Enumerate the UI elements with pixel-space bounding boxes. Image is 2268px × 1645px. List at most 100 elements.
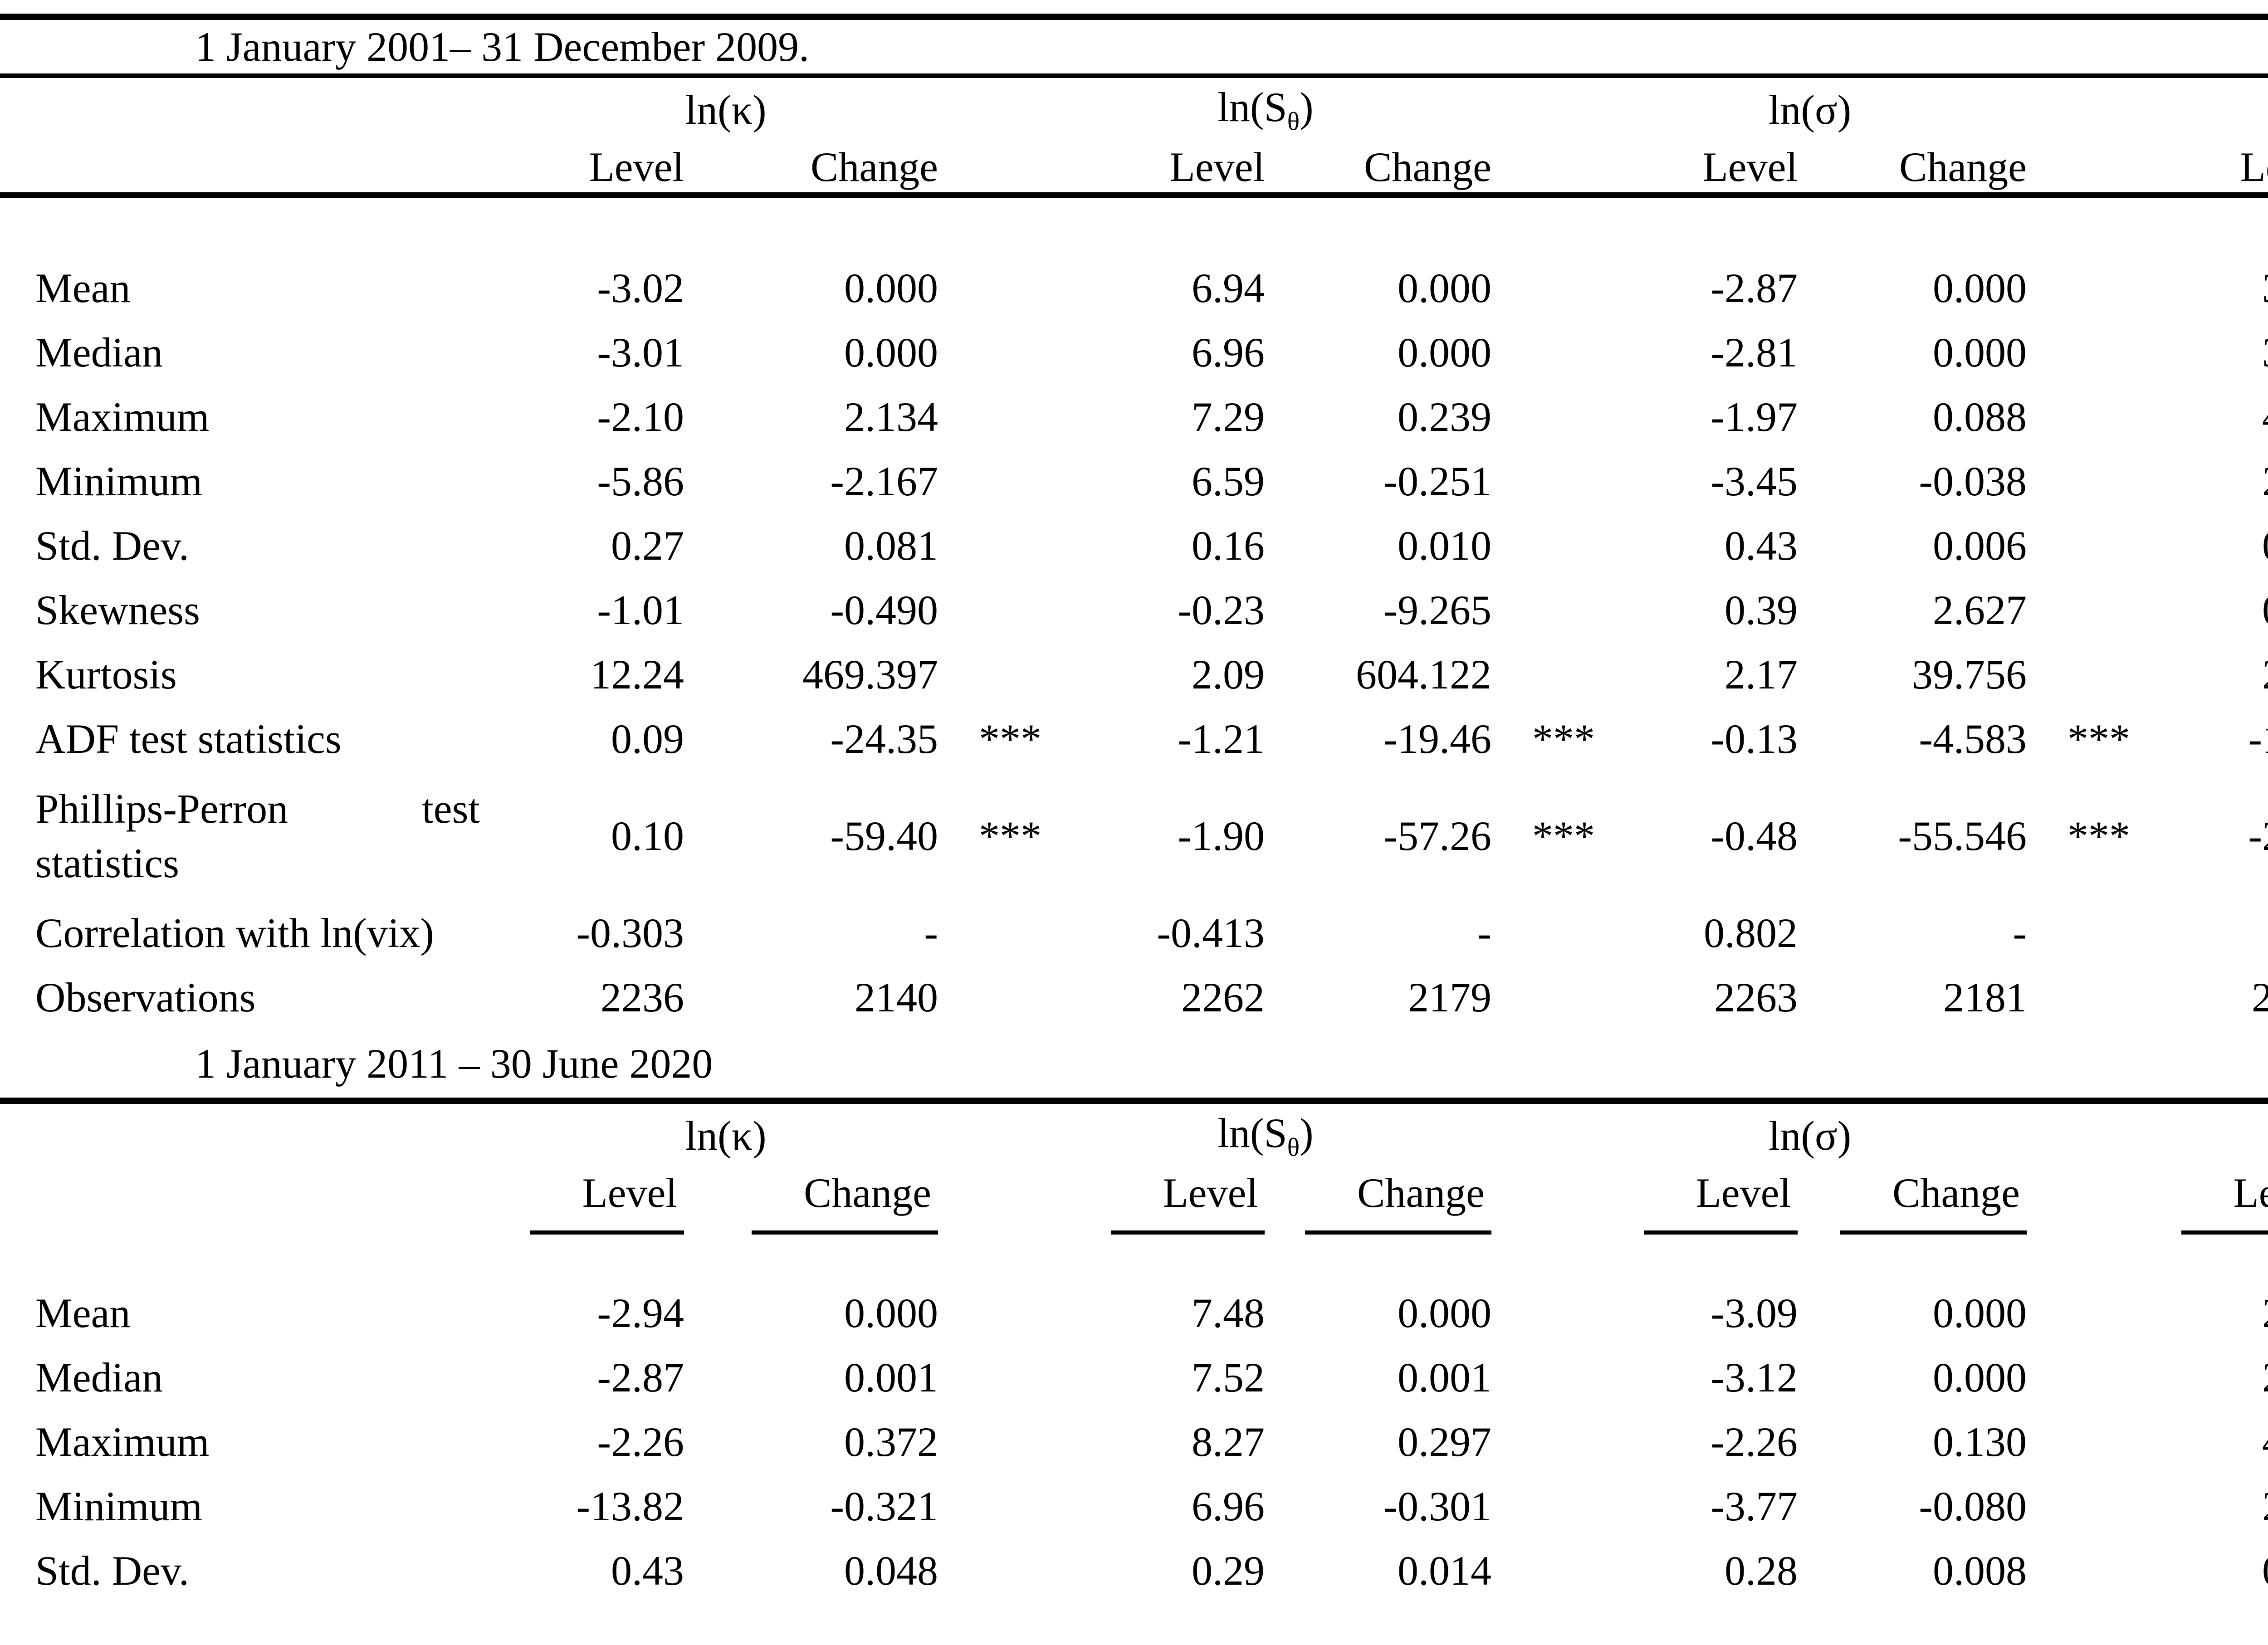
significance-cell [1497, 1538, 1588, 1603]
value-cell: -2.81 [1711, 329, 1798, 376]
period1-title: 1 January 2001– 31 December 2009. [195, 24, 810, 70]
row-label: Maximum [35, 1419, 210, 1465]
value-cell: -0.490 [830, 587, 938, 633]
significance-cell [943, 965, 1034, 1030]
significance-spacer [1497, 142, 1588, 192]
significance-spacer [1497, 1104, 1588, 1167]
row-label: Kurtosis [35, 651, 177, 698]
column-header: Level [1169, 144, 1265, 190]
significance-cell [1497, 513, 1588, 578]
significance-cell [943, 1281, 1034, 1345]
value-cell: 0.000 [1933, 1290, 2027, 1336]
period2-title: 1 January 2011 – 30 June 2020 [195, 1040, 713, 1087]
value-cell: 0.09 [611, 716, 684, 762]
value-cell: -19.46 [1383, 716, 1492, 762]
column-header: Level [1034, 1167, 1270, 1235]
value-cell: 2262 [1181, 974, 1265, 1020]
significance-cell [2032, 1410, 2123, 1474]
descriptive-stats-table-2011-2020: ln(κ)ln(Sθ)ln(σ)ln(vix)LevelChangeLevelC… [0, 1104, 2268, 1603]
value-cell: 4.39 [2123, 385, 2268, 449]
significance-cell [1497, 449, 1588, 513]
value-cell: -3.12 [1711, 1354, 1798, 1401]
value-cell: 0.010 [1398, 522, 1492, 569]
significance-cell [1497, 642, 1588, 707]
value-cell: -0.13 [1711, 716, 1798, 762]
value-cell: -0.080 [1919, 1483, 2027, 1529]
value-cell: -2.26 [1711, 1419, 1798, 1465]
value-cell: -2.94 [597, 1290, 684, 1336]
row-label: Skewness [35, 587, 200, 633]
value-cell: 0.006 [1933, 522, 2027, 569]
header-bottom-rule [0, 192, 2268, 198]
value-cell: 0.43 [611, 1547, 684, 1594]
value-cell: -3.02 [597, 265, 684, 311]
value-cell: 0.000 [844, 329, 938, 376]
significance-cell [2032, 449, 2123, 513]
significance-cell [2032, 385, 2123, 449]
significance-cell [1497, 1410, 1588, 1474]
value-cell: -2.26 [597, 1419, 684, 1465]
value-cell: 0.130 [1933, 1419, 2027, 1465]
group-header-row: ln(κ) ln(Sθ) ln(σ) ln(vix) [0, 1104, 2268, 1167]
significance-cell [943, 578, 1034, 642]
title1-bottom-rule [0, 73, 2268, 78]
value-cell: 0.081 [844, 522, 938, 569]
value-cell: -0.321 [830, 1483, 938, 1529]
value-cell: -2.87 [1711, 265, 1798, 311]
value-cell: 0.000 [1398, 1290, 1492, 1336]
row-label-spacer [0, 142, 508, 192]
value-cell: 0.39 [1725, 587, 1798, 633]
value-cell: 0.088 [1933, 394, 2027, 440]
spacer-row [0, 198, 2268, 256]
value-cell: 8.27 [1192, 1419, 1265, 1465]
value-cell: 0.10 [611, 813, 684, 859]
row-label: Maximum [35, 394, 210, 440]
value-cell: -0.251 [1383, 458, 1492, 504]
value-cell: 0.29 [1192, 1547, 1265, 1594]
significance-spacer [1497, 1167, 1588, 1235]
significance-cell: *** [1532, 716, 1595, 762]
row-label: Phillips-Perron test statistics [0, 771, 508, 901]
row-label-word: Phillips-Perron [35, 786, 288, 832]
table-row: Maximum -2.10 2.134 7.29 0.239 -1.97 0.088 4.39… [0, 385, 2268, 449]
sub-header-row: LevelChangeLevelChangeLevelChangeLevelCh… [0, 1167, 2268, 1235]
row-label-spacer [0, 1104, 508, 1167]
significance-cell [943, 901, 1034, 965]
value-cell: 0.50 [2123, 578, 2268, 642]
value-cell: 2236 [601, 974, 684, 1020]
column-header: Change [1364, 144, 1492, 190]
significance-cell: *** [2068, 813, 2131, 859]
header-underline: Level [1110, 1169, 1265, 1235]
value-cell: -0.038 [1919, 458, 2027, 504]
value-cell: 0.000 [844, 1290, 938, 1336]
value-cell: 6.59 [1192, 458, 1265, 504]
value-cell: -1.90 [1178, 813, 1265, 859]
column-header: Level [1702, 144, 1798, 190]
table-row: Observations 2236 2140 2262 2179 2263 2181 2263… [0, 965, 2268, 1030]
value-cell: -3.09 [1711, 1290, 1798, 1336]
column-header: Level [508, 1167, 689, 1235]
variable-group-header: ln(σ) [1768, 87, 1852, 133]
row-label: Minimum [35, 458, 203, 504]
significance-cell [1497, 320, 1588, 385]
value-cell: -1.97 [1711, 394, 1798, 440]
value-cell: -57.26 [1383, 813, 1492, 859]
value-cell: 0.27 [611, 522, 684, 569]
column-header: Level [589, 144, 684, 190]
significance-spacer [1497, 78, 1588, 142]
value-cell: 469.397 [802, 651, 938, 698]
row-label: Mean [35, 265, 131, 311]
table-row: Correlation with ln(vix) -0.303 - -0.413 - 0.… [0, 901, 2268, 965]
value-cell: 0.297 [1398, 1419, 1492, 1465]
value-cell: 0.014 [1398, 1547, 1492, 1594]
value-cell: -55.546 [1898, 813, 2027, 859]
value-cell: 0.000 [1398, 329, 1492, 376]
value-cell: 2.21 [2123, 1474, 2268, 1538]
significance-cell [1497, 965, 1588, 1030]
significance-spacer [943, 78, 1034, 142]
value-cell: 0.239 [1398, 394, 1492, 440]
title2-bottom-rule [0, 1098, 2268, 1104]
column-header: Level [1588, 1167, 1803, 1235]
table-row: Kurtosis 12.24 469.397 2.09 604.122 2.17 39.75… [0, 642, 2268, 707]
significance-spacer [2032, 1167, 2123, 1235]
